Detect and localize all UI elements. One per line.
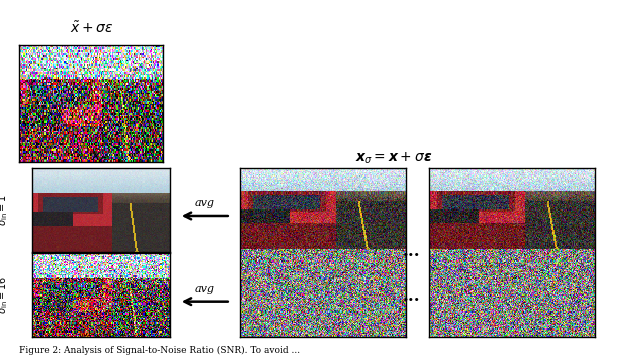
Text: $\tilde{x} + \sigma\epsilon$: $\tilde{x} + \sigma\epsilon$ [70, 20, 113, 36]
Text: $\tilde{x}_{\sigma}$: $\tilde{x}_{\sigma}$ [91, 148, 108, 166]
Text: $\sigma_{\mathrm{in}} = 16$: $\sigma_{\mathrm{in}} = 16$ [0, 276, 10, 315]
Text: ...: ... [403, 243, 420, 260]
Text: $\sigma_{\mathrm{in}} = 1$: $\sigma_{\mathrm{in}} = 1$ [0, 193, 10, 226]
Text: avg: avg [195, 198, 215, 208]
Text: Figure 2: Analysis of Signal-to-Noise Ratio (SNR). To avoid ...: Figure 2: Analysis of Signal-to-Noise Ra… [19, 346, 300, 355]
Text: ...: ... [403, 288, 420, 305]
Text: avg: avg [195, 284, 215, 294]
Text: $\boldsymbol{x}_{\sigma} = \boldsymbol{x} + \sigma\boldsymbol{\epsilon}$: $\boldsymbol{x}_{\sigma} = \boldsymbol{x… [355, 151, 432, 166]
